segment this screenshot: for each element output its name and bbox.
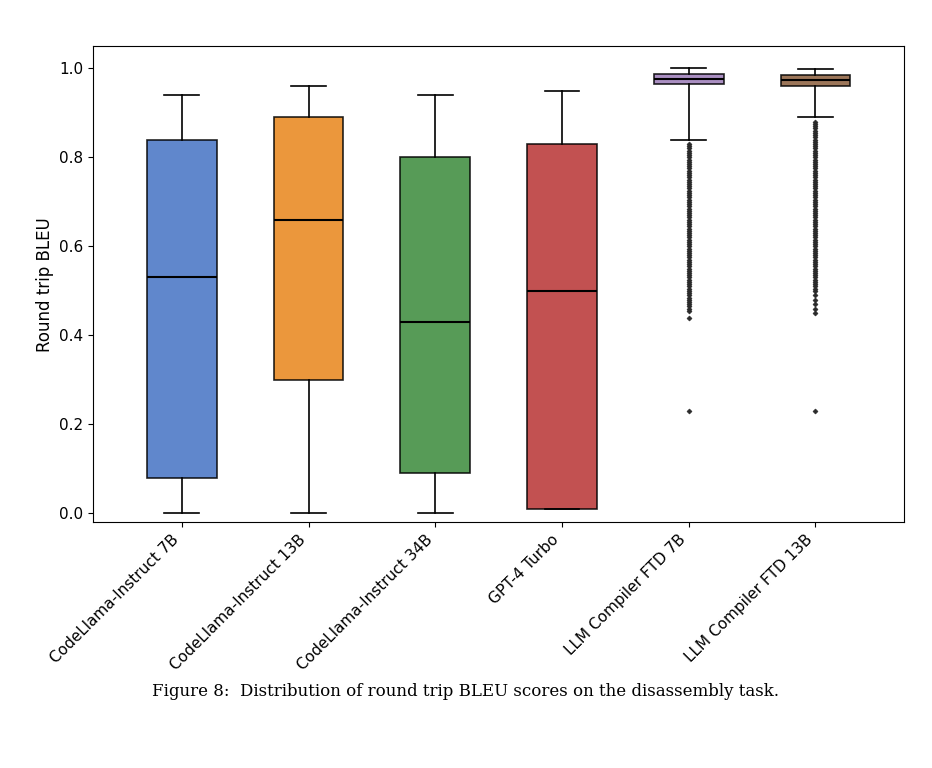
PathPatch shape bbox=[528, 144, 596, 509]
PathPatch shape bbox=[780, 75, 850, 86]
PathPatch shape bbox=[274, 118, 343, 380]
PathPatch shape bbox=[654, 74, 723, 84]
PathPatch shape bbox=[147, 140, 217, 478]
Y-axis label: Round trip BLEU: Round trip BLEU bbox=[35, 217, 54, 352]
Text: Figure 8:  Distribution of round trip BLEU scores on the disassembly task.: Figure 8: Distribution of round trip BLE… bbox=[153, 683, 779, 700]
PathPatch shape bbox=[401, 157, 470, 473]
